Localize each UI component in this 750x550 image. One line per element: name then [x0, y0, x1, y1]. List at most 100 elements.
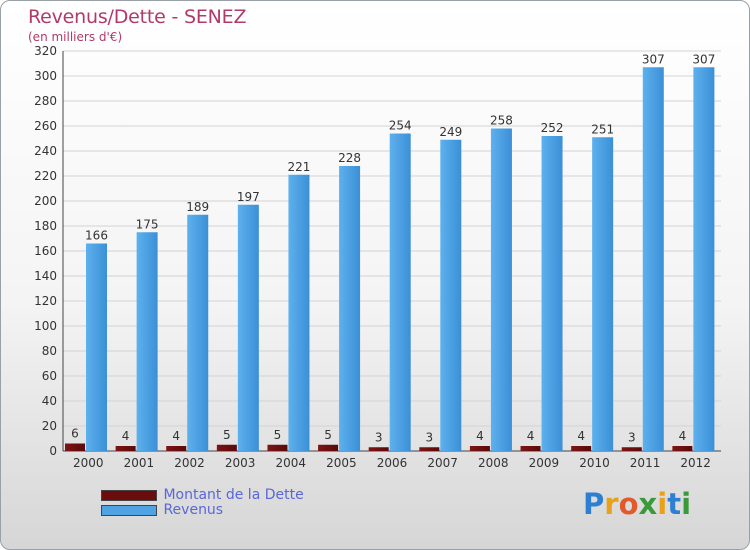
data-label-dette: 4	[577, 429, 585, 443]
y-tick-label: 80	[42, 344, 57, 358]
data-label-dette: 6	[71, 427, 79, 441]
y-tick-label: 160	[34, 244, 57, 258]
bar-dette	[65, 443, 85, 451]
bar-revenus	[693, 67, 715, 451]
data-label-revenus: 307	[692, 52, 715, 66]
bar-dette	[166, 446, 187, 451]
legend-item-dette: Montant de la Dette	[101, 487, 304, 503]
data-label-dette: 3	[425, 430, 433, 444]
data-label-dette: 3	[375, 430, 383, 444]
data-label-revenus: 251	[591, 122, 614, 136]
bar-dette	[419, 447, 440, 451]
y-tick-label: 240	[34, 144, 57, 158]
legend-item-revenus: Revenus	[101, 502, 223, 518]
logo-letter: o	[618, 487, 639, 521]
data-label-dette: 4	[122, 429, 130, 443]
y-tick-label: 220	[34, 169, 57, 183]
bar-revenus	[490, 128, 512, 451]
x-tick-label: 2001	[124, 456, 155, 470]
bar-revenus	[339, 166, 361, 451]
bar-dette	[520, 446, 541, 451]
bar-revenus	[440, 139, 462, 451]
data-label-dette: 5	[324, 428, 332, 442]
data-label-revenus: 166	[85, 229, 108, 243]
x-tick-label: 2007	[427, 456, 458, 470]
bar-dette	[571, 446, 592, 451]
legend-swatch-revenus	[101, 504, 157, 516]
data-label-revenus: 249	[439, 125, 462, 139]
logo-letter: x	[638, 487, 658, 521]
x-tick-label: 2012	[680, 456, 711, 470]
chart-subtitle: (en milliers d'€)	[28, 30, 123, 44]
bar-revenus	[187, 214, 209, 451]
data-label-dette: 4	[172, 429, 180, 443]
bar-revenus	[237, 204, 259, 451]
data-label-revenus: 254	[389, 119, 412, 133]
y-tick-label: 40	[42, 394, 57, 408]
x-tick-label: 2006	[377, 456, 408, 470]
data-label-revenus: 252	[541, 121, 564, 135]
data-label-revenus: 175	[136, 217, 159, 231]
logo-letter: r	[604, 487, 619, 521]
y-tick-label: 20	[42, 419, 57, 433]
bar-revenus	[592, 137, 614, 451]
data-label-revenus: 197	[237, 190, 260, 204]
data-label-revenus: 228	[338, 151, 361, 165]
data-label-dette: 4	[527, 429, 535, 443]
bar-revenus	[136, 232, 158, 451]
data-label-revenus: 221	[288, 160, 311, 174]
y-tick-label: 180	[34, 219, 57, 233]
bar-revenus	[86, 243, 107, 451]
logo-letter: i	[657, 487, 668, 521]
data-label-dette: 5	[223, 428, 231, 442]
bar-revenus	[288, 174, 310, 451]
x-tick-label: 2008	[478, 456, 509, 470]
bar-dette	[621, 447, 642, 451]
bar-revenus	[389, 133, 411, 451]
y-tick-label: 0	[49, 444, 57, 458]
logo-letter: P	[583, 487, 605, 521]
data-label-dette: 4	[476, 429, 484, 443]
proxiti-logo: Proxiti	[583, 487, 691, 521]
logo-letter: t	[667, 487, 682, 521]
data-label-dette: 4	[679, 429, 687, 443]
data-label-dette: 5	[274, 428, 282, 442]
y-tick-label: 120	[34, 294, 57, 308]
x-tick-label: 2002	[174, 456, 205, 470]
data-label-revenus: 258	[490, 114, 513, 128]
bar-dette	[216, 444, 237, 451]
y-tick-label: 280	[34, 94, 57, 108]
y-tick-label: 320	[34, 44, 57, 58]
x-tick-label: 2003	[225, 456, 256, 470]
logo-letter: i	[681, 487, 692, 521]
bar-dette	[368, 447, 389, 451]
bar-revenus	[541, 136, 563, 451]
legend-label-revenus: Revenus	[163, 502, 224, 518]
y-tick-label: 300	[34, 69, 57, 83]
x-tick-label: 2010	[579, 456, 610, 470]
data-label-revenus: 307	[642, 52, 665, 66]
y-tick-label: 60	[42, 369, 57, 383]
x-tick-label: 2011	[630, 456, 661, 470]
bar-dette	[672, 446, 693, 451]
x-tick-label: 2000	[73, 456, 104, 470]
bar-dette	[318, 444, 339, 451]
y-tick-label: 260	[34, 119, 57, 133]
bar-dette	[267, 444, 288, 451]
legend-swatch-dette	[101, 489, 157, 501]
y-tick-label: 200	[34, 194, 57, 208]
y-tick-label: 100	[34, 319, 57, 333]
y-tick-label: 140	[34, 269, 57, 283]
bar-dette	[115, 446, 136, 451]
x-tick-label: 2005	[326, 456, 357, 470]
data-label-revenus: 189	[186, 200, 209, 214]
data-label-dette: 3	[628, 430, 636, 444]
legend-label-dette: Montant de la Dette	[163, 487, 304, 503]
chart-title: Revenus/Dette - SENEZ	[28, 6, 247, 28]
bar-revenus	[642, 67, 664, 451]
x-tick-label: 2004	[275, 456, 306, 470]
x-tick-label: 2009	[529, 456, 560, 470]
bar-dette	[469, 446, 490, 451]
